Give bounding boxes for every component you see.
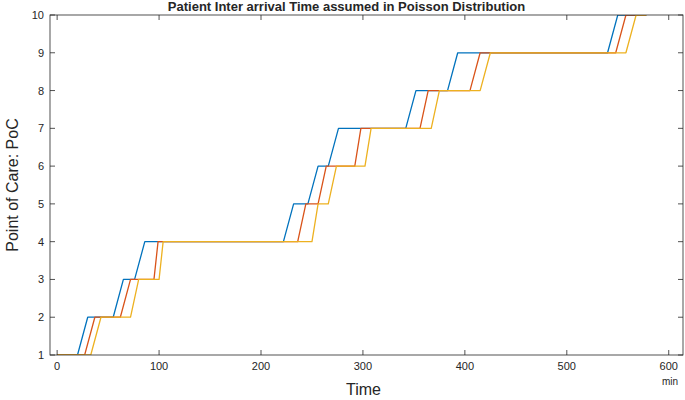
x-axis-label: Time: [346, 381, 381, 398]
y-tick: [678, 279, 683, 280]
y-tick-label: 4: [38, 236, 44, 248]
x-tick-label: 200: [252, 360, 270, 372]
x-tick: [362, 15, 363, 20]
x-tick: [261, 15, 262, 20]
x-tick: [159, 15, 160, 20]
y-axis-label: Point of Care: PoC: [4, 118, 21, 251]
series-group: [57, 15, 646, 355]
y-tick: [678, 203, 683, 204]
x-tick: [57, 350, 58, 355]
chart: 0 100 200 300 400 500 600 1 2 3 4 5 6 7 8 9 10 Patient In…: [0, 0, 685, 400]
y-tick: [678, 317, 683, 318]
y-tick: [50, 166, 55, 167]
y-tick: [678, 166, 683, 167]
series-line: [57, 15, 646, 355]
x-tick: [566, 350, 567, 355]
y-tick: [50, 90, 55, 91]
x-tick: [464, 15, 465, 20]
y-tick-label: 6: [38, 160, 44, 172]
y-tick: [678, 90, 683, 91]
y-tick-label: 2: [38, 311, 44, 323]
y-tick-label: 1: [38, 349, 44, 361]
x-tick: [159, 350, 160, 355]
title: Patient Inter arrival Time assumed in Po…: [168, 0, 525, 14]
x-tick-label: 500: [558, 360, 576, 372]
axes-frame: [50, 15, 683, 355]
series-line: [57, 15, 646, 355]
x-tick: [57, 15, 58, 20]
y-tick: [678, 355, 683, 356]
x-tick: [362, 350, 363, 355]
y-tick: [678, 128, 683, 129]
y-tick: [50, 241, 55, 242]
x-tick: [668, 350, 669, 355]
x-tick-label: 0: [54, 360, 60, 372]
series-line: [57, 15, 646, 355]
x-tick-label: 100: [150, 360, 168, 372]
y-tick-label: 3: [38, 273, 44, 285]
y-tick: [50, 128, 55, 129]
y-tick-label: 7: [38, 122, 44, 134]
x-tick: [668, 15, 669, 20]
x-tick: [464, 350, 465, 355]
y-tick-label: 5: [38, 198, 44, 210]
y-tick: [50, 15, 55, 16]
x-tick-label: 300: [354, 360, 372, 372]
y-tick: [678, 15, 683, 16]
y-tick: [678, 241, 683, 242]
y-tick-label: 9: [38, 47, 44, 59]
x-tick-label: 400: [456, 360, 474, 372]
y-tick: [50, 203, 55, 204]
y-tick: [50, 317, 55, 318]
y-tick-label: 10: [32, 9, 44, 21]
y-tick: [50, 355, 55, 356]
x-tick: [566, 15, 567, 20]
background: [0, 0, 685, 400]
y-tick-label: 8: [38, 85, 44, 97]
plot-area: [50, 15, 683, 355]
y-tick: [678, 52, 683, 53]
annotation: min: [662, 376, 678, 387]
x-tick-label: 600: [660, 360, 678, 372]
x-tick: [261, 350, 262, 355]
y-tick: [50, 279, 55, 280]
y-tick: [50, 52, 55, 53]
